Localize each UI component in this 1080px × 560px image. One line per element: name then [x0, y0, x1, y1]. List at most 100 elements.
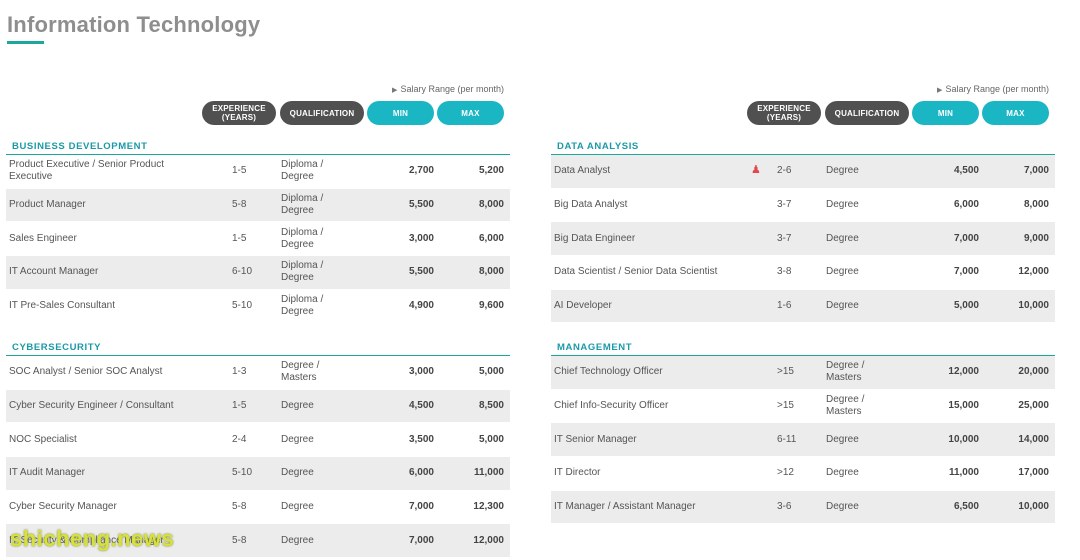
min-salary: 2,700 — [408, 165, 434, 177]
max-salary: 12,000 — [473, 534, 504, 546]
section-cybersecurity: CYBERSECURITY SOC Analyst / Senior SOC A… — [6, 341, 510, 559]
watermark: shicheng.news — [10, 526, 175, 551]
table-row: IT Account Manager 6-10 Diploma / Degree… — [6, 256, 510, 290]
section-title: BUSINESS DEVELOPMENT — [6, 140, 510, 155]
table-row: IT Manager / Assistant Manager 3-6 Degre… — [551, 490, 1055, 525]
qualification-value: Degree — [281, 467, 314, 479]
min-salary: 3,000 — [408, 232, 434, 244]
min-salary: 7,000 — [953, 232, 979, 244]
experience-header: EXPERIENCE (YEARS) — [747, 101, 821, 125]
min-salary: 11,000 — [948, 467, 979, 479]
experience-value: 5-8 — [232, 199, 247, 211]
max-salary: 5,000 — [478, 366, 504, 378]
job-title: Data Analyst — [554, 165, 611, 177]
max-salary: 10,000 — [1018, 501, 1049, 513]
min-salary: 3,000 — [408, 366, 434, 378]
experience-value: 1-5 — [232, 165, 247, 177]
experience-value: >15 — [777, 400, 794, 412]
qualification-value: Degree — [826, 199, 859, 211]
max-salary: 8,000 — [478, 199, 504, 211]
job-title: IT Audit Manager — [9, 467, 85, 479]
experience-value: >12 — [777, 467, 794, 479]
qualification-value: Diploma / Degree — [281, 159, 324, 183]
table-row: Data Analyst ♟ 2-6 Degree 4,500 7,000 — [551, 155, 1055, 189]
job-title: Cyber Security Manager — [9, 501, 117, 513]
qualification-value: Degree — [281, 433, 314, 445]
table-row: SOC Analyst / Senior SOC Analyst 1-3 Deg… — [6, 356, 510, 390]
min-salary: 7,000 — [408, 534, 434, 546]
max-salary: 14,000 — [1018, 433, 1049, 445]
min-salary: 6,000 — [408, 467, 434, 479]
qualification-header: QUALIFICATION — [280, 101, 364, 125]
title-underline — [7, 41, 44, 44]
job-title: Cyber Security Engineer / Consultant — [9, 400, 174, 412]
salary-range-label: Salary Range (per month) — [945, 84, 1049, 94]
job-title: Big Data Engineer — [554, 232, 636, 244]
experience-value: 3-7 — [777, 199, 792, 211]
job-title: Product Manager — [9, 199, 86, 211]
max-salary: 12,300 — [473, 501, 504, 513]
table-row: Chief Info-Security Officer >15 Degree /… — [551, 390, 1055, 424]
experience-value: 6-10 — [232, 266, 253, 278]
experience-header: EXPERIENCE (YEARS) — [202, 101, 276, 125]
job-title: IT Account Manager — [9, 266, 99, 278]
max-salary: 9,000 — [1023, 232, 1049, 244]
min-salary: 6,500 — [953, 501, 979, 513]
min-header: MIN — [367, 101, 434, 125]
qualification-value: Degree — [281, 501, 314, 513]
experience-value: 3-8 — [777, 266, 792, 278]
qualification-value: Degree / Masters — [826, 394, 865, 418]
triangle-right-icon: ▶ — [392, 87, 398, 94]
experience-value: 2-4 — [232, 433, 247, 445]
table-row: AI Developer 1-6 Degree 5,000 10,000 — [551, 289, 1055, 324]
min-salary: 7,000 — [953, 266, 979, 278]
max-salary: 9,600 — [478, 300, 504, 312]
min-salary: 4,900 — [408, 300, 434, 312]
experience-value: 6-11 — [777, 433, 797, 445]
job-title: IT Pre-Sales Consultant — [9, 300, 115, 312]
salary-range-caption: ▶ Salary Range (per month) — [937, 84, 1049, 94]
person-icon: ♟ — [751, 164, 761, 176]
table-row: NOC Specialist 2-4 Degree 3,500 5,000 — [6, 423, 510, 458]
table-row: IT Director >12 Degree 11,000 17,000 — [551, 457, 1055, 491]
table-row: Chief Technology Officer >15 Degree / Ma… — [551, 356, 1055, 390]
section-title: CYBERSECURITY — [6, 341, 510, 356]
max-salary: 25,000 — [1018, 400, 1049, 412]
section-title: MANAGEMENT — [551, 341, 1055, 356]
qualification-value: Degree — [826, 501, 859, 513]
section-data-analysis: DATA ANALYSIS Data Analyst ♟ 2-6 Degree … — [551, 140, 1055, 324]
job-title: IT Director — [554, 467, 601, 479]
table-row: Cyber Security Engineer / Consultant 1-5… — [6, 389, 510, 424]
job-title: IT Manager / Assistant Manager — [554, 501, 696, 513]
salary-range-label: Salary Range (per month) — [400, 84, 504, 94]
job-title: Chief Technology Officer — [554, 366, 663, 378]
max-salary: 10,000 — [1018, 300, 1049, 312]
job-title: IT Senior Manager — [554, 433, 637, 445]
min-salary: 5,500 — [408, 199, 434, 211]
experience-value: 1-3 — [232, 366, 247, 378]
max-salary: 8,500 — [478, 400, 504, 412]
experience-value: 5-8 — [232, 534, 247, 546]
min-salary: 15,000 — [948, 400, 979, 412]
qualification-value: Degree / Masters — [281, 360, 320, 384]
table-row: Data Scientist / Senior Data Scientist 3… — [551, 256, 1055, 290]
min-salary: 5,000 — [953, 300, 979, 312]
experience-value: 5-8 — [232, 501, 247, 513]
max-salary: 11,000 — [473, 467, 504, 479]
qualification-value: Degree / Masters — [826, 360, 865, 384]
qualification-value: Degree — [826, 467, 859, 479]
qualification-value: Degree — [281, 534, 314, 546]
job-title: NOC Specialist — [9, 433, 77, 445]
page-title: Information Technology — [7, 12, 261, 37]
table-row: Sales Engineer 1-5 Diploma / Degree 3,00… — [6, 222, 510, 257]
min-salary: 12,000 — [948, 366, 979, 378]
job-title: Data Scientist / Senior Data Scientist — [554, 266, 718, 278]
max-header: MAX — [437, 101, 504, 125]
job-title: Product Executive / Senior Product Execu… — [9, 159, 165, 183]
min-salary: 10,000 — [948, 433, 979, 445]
job-title: SOC Analyst / Senior SOC Analyst — [9, 366, 163, 378]
max-salary: 8,000 — [1023, 199, 1049, 211]
max-salary: 6,000 — [478, 232, 504, 244]
max-header: MAX — [982, 101, 1049, 125]
section-management: MANAGEMENT Chief Technology Officer >15 … — [551, 341, 1055, 525]
